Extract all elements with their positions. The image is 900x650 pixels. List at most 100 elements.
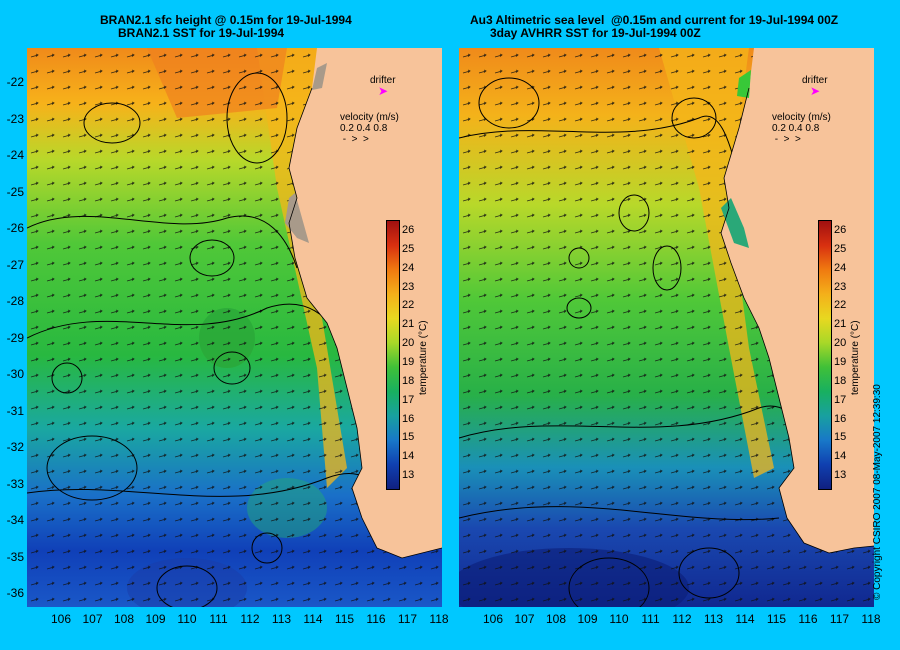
y-tick-label: -32 bbox=[6, 440, 24, 454]
colorbar-tick-label: 23 bbox=[402, 280, 415, 293]
right-colorbar bbox=[818, 220, 832, 490]
right-x-axis: 106 107 108 109 110 111 112 113 114 115 116 117 118 bbox=[459, 612, 881, 628]
colorbar-tick-label: 24 bbox=[834, 261, 847, 274]
right-map-panel bbox=[459, 48, 874, 607]
y-tick-label: -33 bbox=[6, 476, 24, 491]
x-tick-label: 117 bbox=[829, 612, 850, 626]
colorbar-tick-label: 14 bbox=[402, 450, 415, 463]
colorbar-tick-label: 19 bbox=[834, 356, 847, 368]
left-x-axis: 106 107 108 109 110 111 112 113 114 115 116 117 118 bbox=[27, 612, 449, 628]
x-tick-label: 106 bbox=[482, 612, 504, 626]
x-tick-label: 115 bbox=[334, 612, 355, 626]
y-tick-label: -29 bbox=[6, 330, 24, 345]
colorbar-tick-label: 18 bbox=[402, 374, 415, 387]
drifter-label-2: drifter bbox=[802, 75, 828, 86]
x-tick-label: 111 bbox=[641, 612, 660, 626]
left-land-mass bbox=[289, 48, 442, 558]
colorbar-tick-label: 25 bbox=[834, 242, 847, 255]
colorbar-tick-label: 26 bbox=[834, 224, 847, 236]
colorbar-tick-label: 23 bbox=[834, 280, 847, 293]
drifter-label: drifter bbox=[370, 75, 396, 86]
y-tick-label: -25 bbox=[6, 184, 24, 199]
colorbar-tick-label: 16 bbox=[402, 412, 415, 425]
colorbar-tick-label: 19 bbox=[402, 356, 415, 368]
left-colorbar-title: temperature (°C) bbox=[418, 320, 429, 395]
x-tick-label: 109 bbox=[577, 612, 598, 626]
colorbar-tick-label: 25 bbox=[402, 242, 415, 255]
x-tick-label: 107 bbox=[514, 612, 535, 626]
x-tick-label: 113 bbox=[271, 612, 292, 626]
copyright-text: © Copyright CSIRO 2007 08-May-2007 12:39… bbox=[872, 384, 883, 600]
colorbar-tick-label: 15 bbox=[834, 431, 847, 444]
colorbar-tick-label: 14 bbox=[834, 450, 847, 463]
y-tick-label: -30 bbox=[6, 367, 24, 381]
y-tick-label: -27 bbox=[6, 257, 24, 272]
left-drifter-legend: drifter ➤ bbox=[370, 75, 396, 98]
right-colorbar-title: temperature (°C) bbox=[850, 320, 861, 395]
y-tick-label: -23 bbox=[6, 111, 24, 126]
x-tick-label: 108 bbox=[545, 612, 567, 626]
left-colorbar-ticks: 26 25 24 23 22 21 20 19 18 17 16 15 14 13 bbox=[402, 222, 420, 486]
right-title-line1: Au3 Altimetric sea level @0.15m and curr… bbox=[470, 13, 839, 27]
x-tick-label: 117 bbox=[397, 612, 418, 626]
right-velocity-legend: velocity (m/s) 0.2 0.4 0.8 ‐ > > bbox=[772, 112, 831, 145]
y-tick-label: -26 bbox=[6, 221, 24, 235]
y-tick-label: -31 bbox=[6, 403, 24, 418]
colorbar-tick-label: 22 bbox=[834, 299, 847, 312]
x-tick-label: 111 bbox=[209, 612, 228, 626]
colorbar-tick-label: 13 bbox=[402, 469, 415, 482]
drifter-marker-icon: ➤ bbox=[378, 84, 389, 98]
velocity-arrow-icons-2: ‐ > > bbox=[772, 134, 801, 145]
drifter-marker-icon-2: ➤ bbox=[810, 84, 821, 98]
colorbar-tick-label: 18 bbox=[834, 374, 847, 387]
x-tick-label: 110 bbox=[609, 612, 629, 626]
colorbar-tick-label: 21 bbox=[402, 318, 415, 331]
x-tick-label: 108 bbox=[113, 612, 135, 626]
y-tick-label: -24 bbox=[6, 148, 24, 162]
x-tick-label: 114 bbox=[303, 612, 323, 626]
x-tick-label: 109 bbox=[145, 612, 166, 626]
left-colorbar bbox=[386, 220, 400, 490]
velocity-values-2: 0.2 0.4 0.8 bbox=[772, 123, 820, 134]
velocity-arrow-icons: ‐ > > bbox=[340, 134, 369, 145]
y-tick-label: -28 bbox=[6, 294, 24, 308]
y-tick-label: -34 bbox=[6, 513, 24, 527]
colorbar-tick-label: 24 bbox=[402, 261, 415, 274]
x-tick-label: 112 bbox=[672, 612, 692, 626]
colorbar-tick-label: 13 bbox=[834, 469, 847, 482]
x-tick-label: 114 bbox=[735, 612, 755, 626]
velocity-label: velocity (m/s) bbox=[340, 112, 399, 123]
colorbar-tick-label: 22 bbox=[402, 299, 415, 312]
y-tick-label: -22 bbox=[6, 75, 24, 89]
left-title-line1: BRAN2.1 sfc height @ 0.15m for 19-Jul-19… bbox=[100, 13, 352, 27]
right-colorbar-ticks: 26 25 24 23 22 21 20 19 18 17 16 15 14 13 bbox=[834, 222, 852, 486]
right-land-mass bbox=[721, 48, 874, 553]
x-tick-label: 115 bbox=[766, 612, 787, 626]
colorbar-tick-label: 21 bbox=[834, 318, 847, 331]
colorbar-tick-label: 20 bbox=[834, 337, 847, 350]
left-title-line2: BRAN2.1 SST for 19-Jul-1994 bbox=[118, 26, 285, 40]
x-tick-label: 118 bbox=[429, 612, 449, 626]
right-drifter-legend: drifter ➤ bbox=[802, 75, 828, 98]
colorbar-tick-label: 26 bbox=[402, 224, 415, 236]
velocity-values: 0.2 0.4 0.8 bbox=[340, 123, 388, 134]
right-title-line2: 3day AVHRR SST for 19-Jul-1994 00Z bbox=[490, 26, 701, 40]
colorbar-tick-label: 17 bbox=[402, 393, 415, 406]
x-tick-label: 116 bbox=[798, 612, 818, 626]
velocity-label-2: velocity (m/s) bbox=[772, 112, 831, 123]
x-tick-label: 118 bbox=[861, 612, 881, 626]
x-tick-label: 107 bbox=[82, 612, 103, 626]
left-y-axis: -22 -23 -24 -25 -26 -27 -28 -29 -30 -31 -32 -33 -34 -… bbox=[2, 48, 26, 607]
x-tick-label: 110 bbox=[177, 612, 197, 626]
y-tick-label: -35 bbox=[6, 549, 24, 564]
x-tick-label: 106 bbox=[50, 612, 72, 626]
colorbar-tick-label: 15 bbox=[402, 431, 415, 444]
x-tick-label: 112 bbox=[240, 612, 260, 626]
x-tick-label: 113 bbox=[703, 612, 724, 626]
left-map-panel bbox=[27, 48, 442, 607]
left-velocity-legend: velocity (m/s) 0.2 0.4 0.8 ‐ > > bbox=[340, 112, 399, 145]
colorbar-tick-label: 16 bbox=[834, 412, 847, 425]
colorbar-tick-label: 20 bbox=[402, 337, 415, 350]
y-tick-label: -36 bbox=[6, 586, 24, 600]
colorbar-tick-label: 17 bbox=[834, 393, 847, 406]
